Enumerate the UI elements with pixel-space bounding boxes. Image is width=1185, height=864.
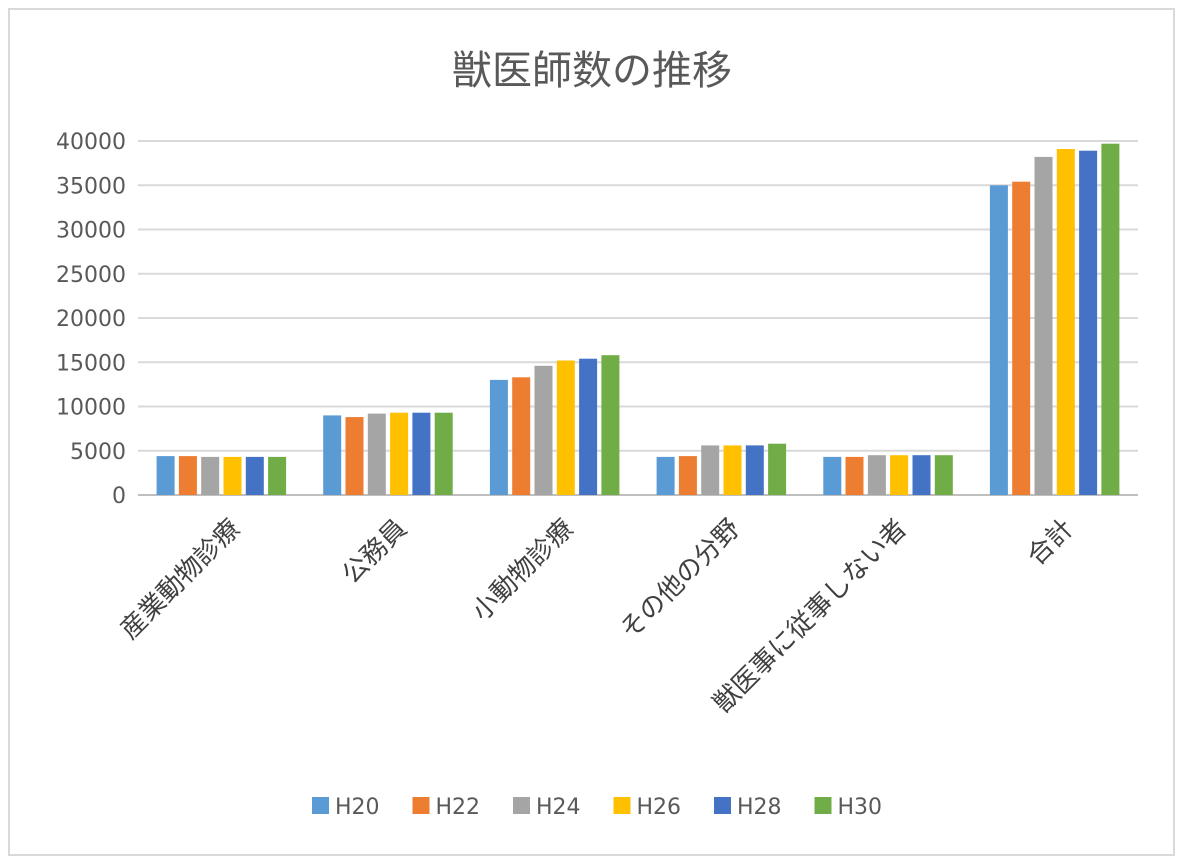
y-tick-label: 10000	[56, 396, 126, 421]
legend: H20 H22 H24 H26 H28 H30	[312, 795, 882, 820]
bar-h24-1	[367, 413, 386, 495]
bar-h28-4	[912, 455, 931, 495]
legend-swatch-h30	[814, 797, 832, 814]
legend-swatch-h26	[613, 797, 631, 814]
chart-title: 獣医師数の推移	[452, 48, 732, 94]
bar-h22-5	[1012, 181, 1031, 495]
bar-h22-3	[678, 456, 697, 495]
bar-h30-5	[1101, 143, 1120, 495]
bar-h28-1	[412, 412, 431, 495]
category-label: 産業動物診療	[115, 514, 247, 646]
legend-label-h30: H30	[838, 795, 883, 820]
bar-h26-5	[1056, 149, 1075, 495]
bar-h30-1	[434, 412, 453, 495]
category-label: 小動物診療	[466, 514, 579, 627]
y-tick-label: 25000	[56, 263, 126, 288]
bar-h20-1	[323, 415, 342, 495]
gridlines	[138, 140, 1138, 496]
bar-h24-4	[867, 455, 886, 495]
bar-h28-5	[1079, 150, 1098, 495]
bar-h30-2	[601, 355, 620, 495]
y-tick-label: 35000	[56, 174, 126, 199]
bar-h22-4	[845, 456, 864, 495]
legend-label-h28: H28	[737, 795, 782, 820]
bar-h28-3	[745, 445, 764, 495]
bar-h20-2	[489, 379, 508, 495]
bar-h24-3	[701, 445, 720, 495]
bar-h24-5	[1034, 156, 1053, 495]
y-tick-label: 5000	[70, 440, 126, 465]
bar-h26-1	[390, 412, 409, 495]
y-tick-label: 15000	[56, 351, 126, 376]
bar-h26-2	[556, 360, 575, 495]
bar-h20-4	[823, 456, 842, 495]
bar-h20-5	[989, 185, 1008, 496]
bar-h22-2	[512, 377, 531, 495]
y-axis-ticks: 0 5000 10000 15000 20000 25000 30000 35000 40000	[56, 130, 126, 509]
category-label: 公務員	[337, 514, 413, 590]
bar-h26-4	[890, 455, 909, 495]
legend-swatch-h24	[513, 797, 530, 814]
bar-h22-0	[178, 456, 197, 495]
bar-h30-0	[268, 456, 287, 495]
category-label: 獣医事に従事しない者	[708, 514, 913, 719]
bar-h28-2	[579, 358, 598, 495]
y-tick-label: 40000	[56, 130, 126, 155]
legend-swatch-h28	[714, 797, 731, 814]
bars	[156, 143, 1120, 496]
y-tick-label: 30000	[56, 219, 126, 244]
y-tick-label: 0	[112, 484, 126, 509]
bar-h20-3	[656, 456, 675, 495]
bar-h24-2	[534, 365, 553, 495]
category-label: その他の分野	[615, 514, 747, 646]
legend-label-h24: H24	[536, 795, 581, 820]
bar-h28-0	[245, 456, 264, 495]
bar-h30-4	[934, 455, 953, 495]
bar-h24-0	[201, 456, 220, 495]
legend-label-h20: H20	[335, 795, 380, 820]
legend-swatch-h22	[412, 797, 430, 814]
bar-h22-1	[345, 417, 364, 495]
legend-swatch-h20	[312, 797, 329, 814]
legend-label-h22: H22	[436, 795, 481, 820]
bar-h20-0	[156, 456, 175, 495]
bar-h26-0	[223, 456, 242, 495]
legend-label-h26: H26	[637, 795, 682, 820]
bar-h30-3	[768, 443, 787, 495]
category-label: 合計	[1022, 514, 1080, 572]
y-tick-label: 20000	[56, 307, 126, 332]
bar-h26-3	[723, 445, 742, 495]
